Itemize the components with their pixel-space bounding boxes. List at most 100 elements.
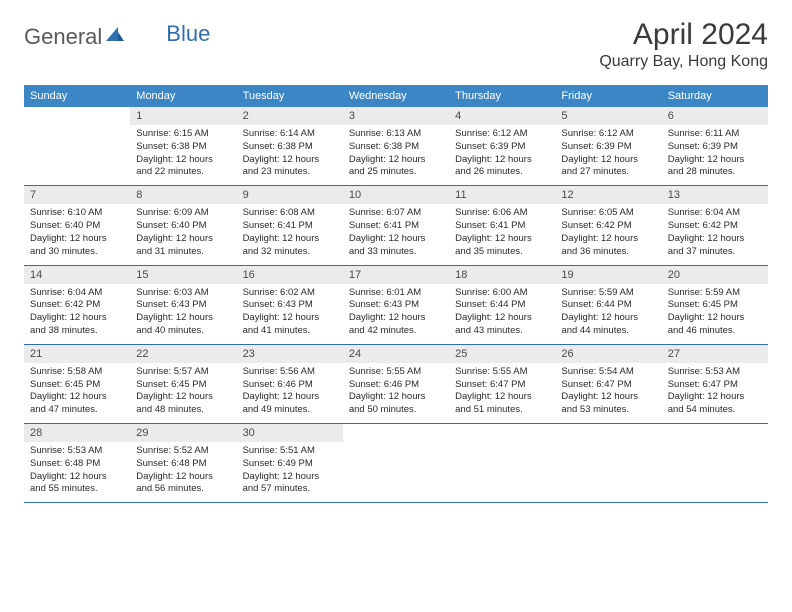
day-number: 11 (449, 186, 555, 204)
daylight-text-line2: and 22 minutes. (136, 166, 230, 179)
day-body: Sunrise: 6:04 AMSunset: 6:42 PMDaylight:… (24, 284, 130, 344)
logo: General Blue (24, 18, 210, 50)
day-body: Sunrise: 6:11 AMSunset: 6:39 PMDaylight:… (662, 125, 768, 185)
day-number: 27 (662, 345, 768, 363)
sunrise-text: Sunrise: 6:05 AM (561, 207, 655, 220)
day-number: 10 (343, 186, 449, 204)
daylight-text-line2: and 50 minutes. (349, 404, 443, 417)
logo-text-general: General (24, 24, 102, 50)
day-number: 3 (343, 107, 449, 125)
day-body: Sunrise: 5:55 AMSunset: 6:46 PMDaylight:… (343, 363, 449, 423)
daylight-text-line1: Daylight: 12 hours (136, 154, 230, 167)
sunrise-text: Sunrise: 6:01 AM (349, 287, 443, 300)
daylight-text-line2: and 27 minutes. (561, 166, 655, 179)
daylight-text-line1: Daylight: 12 hours (668, 391, 762, 404)
day-number: 1 (130, 107, 236, 125)
sunrise-text: Sunrise: 5:53 AM (30, 445, 124, 458)
day-number: 17 (343, 266, 449, 284)
sunrise-text: Sunrise: 6:12 AM (455, 128, 549, 141)
daylight-text-line1: Daylight: 12 hours (30, 391, 124, 404)
daylight-text-line2: and 42 minutes. (349, 325, 443, 338)
day-body: Sunrise: 6:03 AMSunset: 6:43 PMDaylight:… (130, 284, 236, 344)
daylight-text-line2: and 38 minutes. (30, 325, 124, 338)
calendar-day: 18Sunrise: 6:00 AMSunset: 6:44 PMDayligh… (449, 266, 555, 344)
day-body: Sunrise: 6:12 AMSunset: 6:39 PMDaylight:… (449, 125, 555, 185)
calendar-day (449, 424, 555, 502)
sunset-text: Sunset: 6:49 PM (243, 458, 337, 471)
day-body: Sunrise: 6:01 AMSunset: 6:43 PMDaylight:… (343, 284, 449, 344)
sunrise-text: Sunrise: 6:15 AM (136, 128, 230, 141)
sunset-text: Sunset: 6:40 PM (30, 220, 124, 233)
calendar-day: 8Sunrise: 6:09 AMSunset: 6:40 PMDaylight… (130, 186, 236, 264)
calendar-day: 12Sunrise: 6:05 AMSunset: 6:42 PMDayligh… (555, 186, 661, 264)
day-body: Sunrise: 5:55 AMSunset: 6:47 PMDaylight:… (449, 363, 555, 423)
day-number: 6 (662, 107, 768, 125)
calendar-day: 15Sunrise: 6:03 AMSunset: 6:43 PMDayligh… (130, 266, 236, 344)
sunrise-text: Sunrise: 6:10 AM (30, 207, 124, 220)
daylight-text-line2: and 44 minutes. (561, 325, 655, 338)
daylight-text-line1: Daylight: 12 hours (30, 233, 124, 246)
sunrise-text: Sunrise: 5:59 AM (668, 287, 762, 300)
weekday-header: Friday (555, 85, 661, 107)
daylight-text-line2: and 49 minutes. (243, 404, 337, 417)
sunrise-text: Sunrise: 6:03 AM (136, 287, 230, 300)
daylight-text-line1: Daylight: 12 hours (668, 154, 762, 167)
calendar-day (555, 424, 661, 502)
calendar-day: 19Sunrise: 5:59 AMSunset: 6:44 PMDayligh… (555, 266, 661, 344)
calendar-day: 1 Sunrise: 6:15 AMSunset: 6:38 PMDaylight… (130, 107, 236, 185)
daylight-text-line1: Daylight: 12 hours (136, 391, 230, 404)
daylight-text-line2: and 55 minutes. (30, 483, 124, 496)
sunset-text: Sunset: 6:43 PM (136, 299, 230, 312)
sunset-text: Sunset: 6:38 PM (349, 141, 443, 154)
day-number: 28 (24, 424, 130, 442)
daylight-text-line1: Daylight: 12 hours (455, 312, 549, 325)
sunset-text: Sunset: 6:45 PM (668, 299, 762, 312)
sunset-text: Sunset: 6:38 PM (243, 141, 337, 154)
sunset-text: Sunset: 6:39 PM (455, 141, 549, 154)
daylight-text-line1: Daylight: 12 hours (561, 233, 655, 246)
calendar-week: 21Sunrise: 5:58 AMSunset: 6:45 PMDayligh… (24, 345, 768, 424)
sunrise-text: Sunrise: 5:58 AM (30, 366, 124, 379)
day-body: Sunrise: 5:56 AMSunset: 6:46 PMDaylight:… (237, 363, 343, 423)
day-body: Sunrise: 6:12 AMSunset: 6:39 PMDaylight:… (555, 125, 661, 185)
calendar-day (24, 107, 130, 185)
sunset-text: Sunset: 6:47 PM (668, 379, 762, 392)
sunrise-text: Sunrise: 5:59 AM (561, 287, 655, 300)
sunset-text: Sunset: 6:45 PM (30, 379, 124, 392)
sunset-text: Sunset: 6:40 PM (136, 220, 230, 233)
day-body: Sunrise: 5:59 AMSunset: 6:44 PMDaylight:… (555, 284, 661, 344)
day-number: 4 (449, 107, 555, 125)
daylight-text-line1: Daylight: 12 hours (349, 154, 443, 167)
daylight-text-line2: and 53 minutes. (561, 404, 655, 417)
day-body: Sunrise: 5:57 AMSunset: 6:45 PMDaylight:… (130, 363, 236, 423)
daylight-text-line1: Daylight: 12 hours (668, 312, 762, 325)
calendar-day: 10Sunrise: 6:07 AMSunset: 6:41 PMDayligh… (343, 186, 449, 264)
calendar-weeks: 1Sunrise: 6:15 AMSunset: 6:38 PMDaylight… (24, 107, 768, 503)
location-label: Quarry Bay, Hong Kong (599, 53, 768, 71)
day-number: 25 (449, 345, 555, 363)
sunrise-text: Sunrise: 6:06 AM (455, 207, 549, 220)
daylight-text-line2: and 26 minutes. (455, 166, 549, 179)
day-body: Sunrise: 5:54 AMSunset: 6:47 PMDaylight:… (555, 363, 661, 423)
calendar-week: 1Sunrise: 6:15 AMSunset: 6:38 PMDaylight… (24, 107, 768, 186)
day-body: Sunrise: 6:04 AMSunset: 6:42 PMDaylight:… (662, 204, 768, 264)
day-body: Sunrise: 6:06 AMSunset: 6:41 PMDaylight:… (449, 204, 555, 264)
sunrise-text: Sunrise: 6:11 AM (668, 128, 762, 141)
sunset-text: Sunset: 6:43 PM (349, 299, 443, 312)
day-number: 16 (237, 266, 343, 284)
daylight-text-line2: and 47 minutes. (30, 404, 124, 417)
calendar-day: 20Sunrise: 5:59 AMSunset: 6:45 PMDayligh… (662, 266, 768, 344)
title-block: April 2024 Quarry Bay, Hong Kong (599, 18, 768, 71)
daylight-text-line2: and 41 minutes. (243, 325, 337, 338)
sunrise-text: Sunrise: 6:13 AM (349, 128, 443, 141)
daylight-text-line2: and 40 minutes. (136, 325, 230, 338)
calendar-day: 21Sunrise: 5:58 AMSunset: 6:45 PMDayligh… (24, 345, 130, 423)
day-number: 5 (555, 107, 661, 125)
calendar-day: 30Sunrise: 5:51 AMSunset: 6:49 PMDayligh… (237, 424, 343, 502)
sunset-text: Sunset: 6:39 PM (561, 141, 655, 154)
logo-triangle-icon (106, 27, 124, 46)
calendar-day: 16Sunrise: 6:02 AMSunset: 6:43 PMDayligh… (237, 266, 343, 344)
day-number: 13 (662, 186, 768, 204)
sunset-text: Sunset: 6:38 PM (136, 141, 230, 154)
daylight-text-line2: and 43 minutes. (455, 325, 549, 338)
